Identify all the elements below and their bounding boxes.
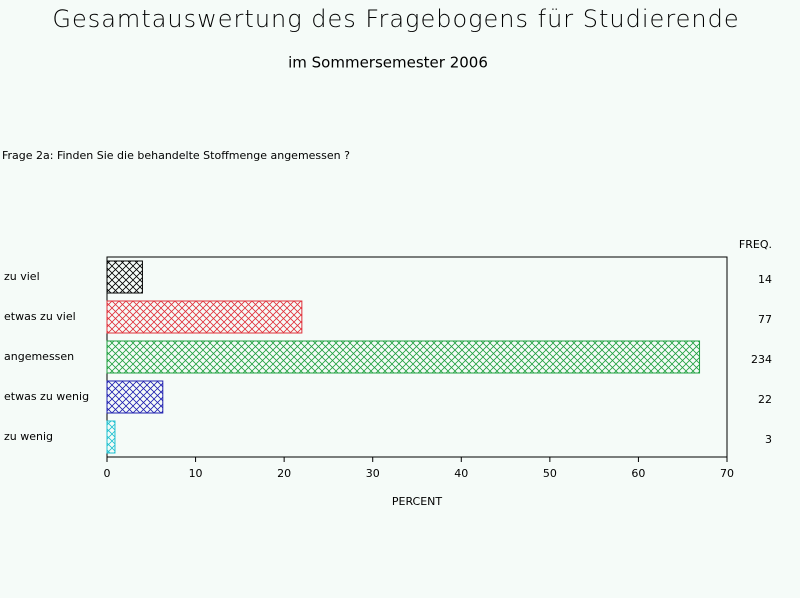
freq-value: 77: [758, 313, 772, 326]
bar: [106, 340, 701, 374]
x-tick-label: 30: [366, 467, 380, 480]
x-tick-label: 60: [631, 467, 645, 480]
bar: [106, 260, 143, 294]
x-tick-label: 0: [104, 467, 111, 480]
bar: [106, 380, 164, 414]
freq-value: 3: [765, 433, 772, 446]
freq-header: FREQ.: [739, 238, 772, 251]
freq-value: 14: [758, 273, 772, 286]
y-tick-label: angemessen: [4, 350, 74, 363]
y-tick-label: etwas zu wenig: [4, 390, 89, 403]
x-tick-label: 70: [720, 467, 734, 480]
x-tick-label: 10: [189, 467, 203, 480]
freq-value: 234: [751, 353, 772, 366]
bar: [106, 420, 116, 454]
y-tick-label: zu viel: [4, 270, 40, 283]
chart-title: Gesamtauswertung des Fragebogens für Stu…: [52, 5, 739, 33]
x-tick-label: 20: [277, 467, 291, 480]
y-tick-label: zu wenig: [4, 430, 53, 443]
freq-value: 22: [758, 393, 772, 406]
x-axis-label: PERCENT: [392, 495, 443, 508]
bar: [106, 300, 303, 334]
chart-subtitle: im Sommersemester 2006: [288, 54, 488, 72]
x-tick-label: 50: [543, 467, 557, 480]
x-tick-label: 40: [454, 467, 468, 480]
question: Frage 2a: Finden Sie die behandelte Stof…: [2, 149, 350, 162]
y-tick-label: etwas zu viel: [4, 310, 76, 323]
